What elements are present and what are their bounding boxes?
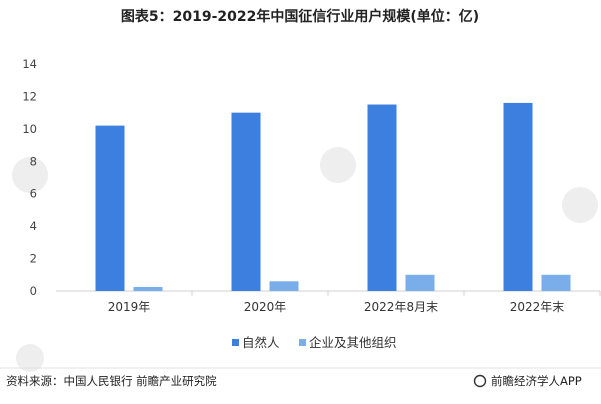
x-category-label: 2020年 bbox=[244, 300, 287, 314]
legend-label: 自然人 bbox=[242, 335, 280, 350]
source-note: 资料来源：中国人民银行 前瞻产业研究院 bbox=[6, 374, 217, 388]
bar-enterprise-0 bbox=[133, 286, 163, 291]
y-tick-label: 10 bbox=[22, 122, 37, 136]
legend-swatch bbox=[299, 339, 306, 346]
bar-enterprise-2 bbox=[405, 274, 435, 291]
bar-natural-person-1 bbox=[231, 112, 261, 292]
x-category-label: 2022年末 bbox=[510, 300, 565, 314]
bar-natural-person-0 bbox=[95, 125, 125, 291]
legend-swatch bbox=[232, 339, 239, 346]
chart-title: 图表5：2019-2022年中国征信行业用户规模(单位：亿) bbox=[121, 8, 479, 25]
legend: 自然人 企业及其他组织 bbox=[232, 335, 397, 350]
y-tick-label: 8 bbox=[30, 154, 37, 168]
y-axis: 0 2 4 6 8 10 12 14 bbox=[22, 57, 37, 298]
y-tick-label: 2 bbox=[30, 252, 37, 266]
bar-enterprise-1 bbox=[269, 281, 299, 291]
y-tick-label: 4 bbox=[30, 219, 37, 233]
y-tick-label: 12 bbox=[22, 89, 37, 103]
y-tick-label: 6 bbox=[30, 187, 37, 201]
bar-natural-person-3 bbox=[503, 102, 533, 292]
x-category-label: 2022年8月末 bbox=[364, 300, 438, 314]
bar-enterprise-3 bbox=[541, 274, 571, 291]
legend-label: 企业及其他组织 bbox=[309, 335, 397, 350]
x-axis: 2019年 2020年 2022年8月末 2022年末 bbox=[108, 291, 601, 314]
x-category-label: 2019年 bbox=[108, 300, 151, 314]
y-tick-label: 0 bbox=[30, 284, 37, 298]
brand-name: 前瞻经济学人APP bbox=[491, 374, 582, 388]
brand-logo-icon bbox=[473, 374, 487, 388]
watermarks bbox=[12, 147, 598, 372]
y-tick-label: 14 bbox=[22, 57, 37, 71]
bars bbox=[95, 102, 571, 292]
bar-natural-person-2 bbox=[367, 104, 397, 292]
